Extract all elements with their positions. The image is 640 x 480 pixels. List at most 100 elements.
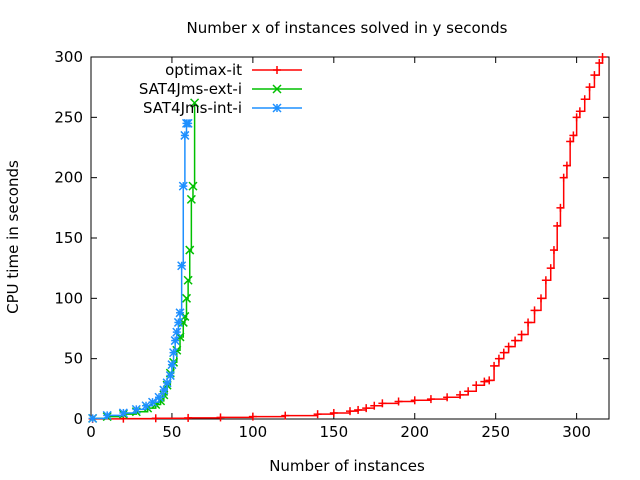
y-tick-label: 300 — [54, 48, 83, 66]
data-point — [370, 401, 379, 410]
series-sat4jms-ext-i — [88, 98, 200, 423]
data-point — [329, 408, 338, 417]
data-point — [162, 378, 172, 388]
data-point — [177, 261, 187, 271]
data-point — [216, 413, 225, 422]
y-tick-label: 0 — [73, 410, 83, 428]
data-point — [456, 390, 465, 399]
data-point — [541, 276, 550, 285]
data-point — [362, 404, 371, 413]
data-point — [378, 399, 387, 408]
data-point — [590, 71, 599, 80]
data-point — [169, 348, 179, 358]
data-point — [394, 397, 403, 406]
data-point — [595, 59, 604, 68]
data-point — [575, 107, 584, 116]
data-point — [131, 404, 141, 414]
data-point — [185, 245, 195, 255]
data-point — [313, 410, 322, 419]
chart-title: Number x of instances solved in y second… — [187, 19, 508, 37]
data-point — [490, 361, 499, 370]
data-point — [170, 336, 180, 346]
data-point — [530, 306, 539, 315]
data-point — [556, 203, 565, 212]
legend-label: SAT4Jms-int-i — [143, 99, 242, 117]
series-line — [92, 122, 189, 420]
data-point — [175, 308, 185, 318]
data-point — [147, 397, 158, 407]
y-tick-label: 200 — [54, 169, 83, 187]
data-point — [426, 395, 435, 404]
data-point — [472, 381, 481, 390]
data-point — [151, 414, 160, 423]
data-point — [494, 354, 503, 363]
y-tick-label: 250 — [54, 108, 83, 126]
data-point — [159, 385, 169, 395]
legend-marker — [272, 84, 282, 94]
y-tick-label: 150 — [54, 229, 83, 247]
y-axis-label: CPU time in seconds — [4, 160, 22, 314]
data-point — [504, 342, 513, 351]
data-point — [180, 130, 190, 140]
data-point — [188, 181, 198, 191]
data-point — [517, 330, 526, 339]
data-point — [580, 95, 589, 104]
series-line — [92, 102, 196, 420]
data-point — [511, 336, 520, 345]
data-point — [88, 413, 98, 423]
legend-marker — [273, 66, 281, 74]
data-point — [173, 317, 183, 327]
data-point — [499, 348, 508, 357]
legend-label: SAT4Jms-ext-i — [139, 80, 242, 98]
data-point — [464, 387, 473, 396]
data-point — [184, 413, 193, 422]
series-layer — [88, 53, 607, 423]
data-point — [524, 318, 533, 327]
data-point — [190, 98, 200, 108]
data-point — [572, 113, 581, 122]
x-tick-label: 50 — [162, 423, 181, 441]
data-point — [141, 401, 151, 411]
x-tick-label: 0 — [86, 423, 96, 441]
y-tick-label: 50 — [64, 350, 83, 368]
data-point — [181, 293, 192, 303]
data-point — [167, 360, 177, 370]
data-point — [562, 161, 571, 170]
data-point — [546, 264, 555, 273]
data-point — [281, 411, 290, 420]
data-point — [549, 246, 558, 255]
data-point — [154, 392, 164, 402]
data-point — [559, 173, 568, 182]
y-tick-label: 100 — [54, 289, 83, 307]
data-point — [537, 294, 546, 303]
data-point — [165, 371, 175, 381]
x-axis-label: Number of instances — [269, 457, 425, 475]
data-point — [172, 327, 182, 337]
data-point — [178, 181, 188, 191]
data-point — [118, 408, 128, 418]
data-point — [585, 83, 594, 92]
data-point — [248, 412, 257, 421]
axis-ticks: 0 50 100 150 200 250 300 0 50 100 150 200 250 300 — [54, 48, 609, 441]
legend-label: optimax-it — [165, 61, 242, 79]
data-point — [183, 118, 193, 128]
data-point — [480, 377, 489, 386]
data-point — [346, 407, 354, 416]
data-point — [485, 376, 494, 385]
data-point — [553, 221, 562, 230]
x-tick-label: 250 — [481, 423, 510, 441]
data-point — [566, 137, 575, 146]
data-point — [354, 405, 363, 414]
data-point — [183, 275, 193, 285]
data-point — [443, 393, 452, 402]
data-point — [598, 53, 607, 61]
legend-marker — [272, 103, 282, 113]
series-optimax-it — [88, 53, 607, 423]
data-point — [569, 131, 578, 140]
data-point — [410, 396, 419, 405]
data-point — [102, 410, 112, 420]
series-sat4jms-int-i — [88, 118, 193, 423]
x-tick-label: 300 — [562, 423, 591, 441]
